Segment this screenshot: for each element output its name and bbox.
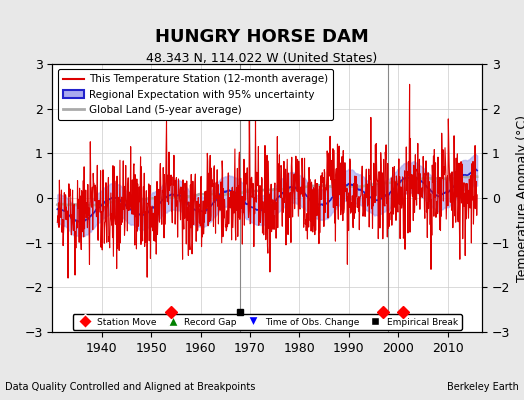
Text: Berkeley Earth: Berkeley Earth: [447, 382, 519, 392]
Legend: Station Move, Record Gap, Time of Obs. Change, Empirical Break: Station Move, Record Gap, Time of Obs. C…: [72, 314, 462, 330]
Text: Data Quality Controlled and Aligned at Breakpoints: Data Quality Controlled and Aligned at B…: [5, 382, 256, 392]
Text: 48.343 N, 114.022 W (United States): 48.343 N, 114.022 W (United States): [146, 52, 378, 65]
Y-axis label: Temperature Anomaly (°C): Temperature Anomaly (°C): [516, 114, 524, 282]
Text: HUNGRY HORSE DAM: HUNGRY HORSE DAM: [155, 28, 369, 46]
